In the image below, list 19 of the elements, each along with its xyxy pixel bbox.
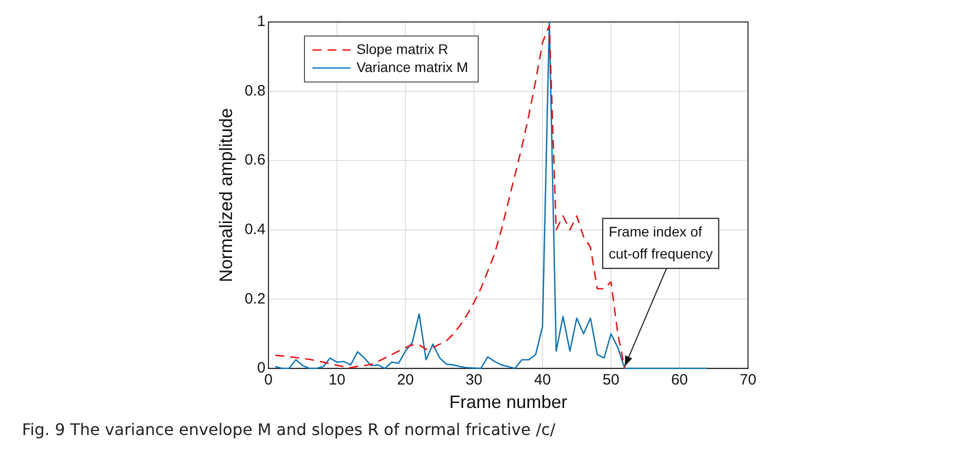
- y-tick-label: 1: [257, 13, 266, 30]
- y-tick-label: 0.2: [244, 290, 266, 308]
- y-tick-label: 0.4: [244, 220, 266, 238]
- annotation: Frame index of cut-off frequency: [608, 223, 713, 262]
- y-tick-label: 0.6: [244, 152, 266, 169]
- x-tick-label: 70: [740, 372, 756, 389]
- y-axis-title: Normalized amplitude: [216, 108, 236, 282]
- x-tick-label: 10: [328, 372, 346, 389]
- y-tick-label: 0.8: [244, 82, 266, 100]
- y-tick-label: 0: [257, 360, 266, 377]
- x-tick-label: 40: [534, 372, 551, 389]
- caption: Fig. 9 The variance envelope M and slopes R of normal fricative /c/: [22, 420, 556, 439]
- x-tick-label: 30: [466, 372, 482, 389]
- legend-label: Variance matrix M: [356, 58, 468, 75]
- x-axis-title: Frame number: [449, 392, 568, 412]
- x-tick-label: 50: [602, 372, 620, 389]
- x-tick-label: 60: [671, 372, 688, 389]
- x-tick-label: 20: [397, 372, 414, 389]
- legend-label: Slope matrix R: [356, 40, 448, 57]
